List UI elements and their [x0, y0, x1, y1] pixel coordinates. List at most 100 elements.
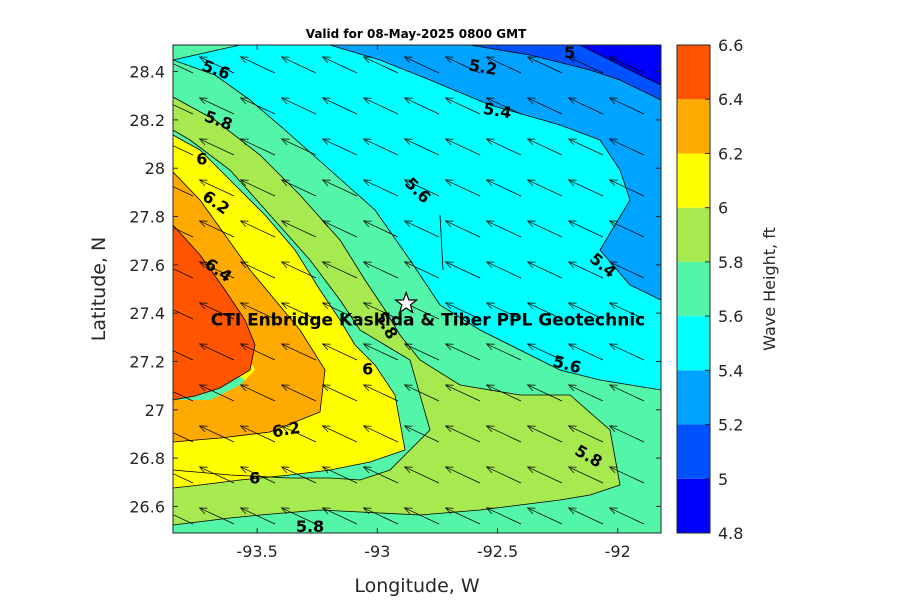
- y-tick-label: 27: [145, 401, 165, 420]
- y-tick-label: 27.8: [129, 208, 165, 227]
- direction-arrow: [485, 97, 522, 115]
- direction-arrow: [608, 179, 645, 197]
- direction-arrow: [280, 179, 317, 197]
- direction-arrow: [321, 425, 358, 443]
- band-6.0-6.2: [173, 135, 405, 488]
- contour-label: 5.4: [482, 99, 513, 123]
- direction-arrow: [280, 343, 317, 361]
- contour-label: 5.2: [467, 55, 498, 79]
- direction-arrow: [567, 302, 604, 320]
- contour-label: 5: [564, 43, 575, 62]
- direction-arrow: [608, 56, 645, 74]
- direction-arrow: [403, 384, 440, 402]
- direction-arrow: [198, 138, 235, 156]
- direction-arrow: [567, 466, 604, 484]
- colorbar-tick-label: 5.4: [718, 361, 743, 380]
- direction-arrow: [362, 302, 399, 320]
- direction-arrow: [198, 302, 235, 320]
- direction-arrow: [280, 97, 317, 115]
- x-tick-label: -92: [605, 542, 631, 561]
- direction-arrow: [321, 466, 358, 484]
- direction-arrow: [173, 186, 194, 197]
- colorbar-tick-label: 6: [718, 199, 728, 218]
- colorbar-swatch: [677, 153, 710, 208]
- y-tick-label: 27.6: [129, 256, 165, 275]
- direction-arrow: [485, 302, 522, 320]
- band-5.8-6.0: [173, 97, 620, 525]
- direction-arrow: [280, 302, 317, 320]
- band-5.4-5.6: [173, 45, 661, 390]
- direction-arrow: [173, 268, 194, 279]
- direction-arrow: [173, 473, 194, 484]
- direction-arrow: [173, 104, 194, 115]
- direction-arrow: [321, 220, 358, 238]
- direction-arrow: [403, 507, 440, 525]
- direction-arrow: [567, 507, 604, 525]
- direction-arrow: [362, 179, 399, 197]
- y-tick-label: 27.4: [129, 304, 165, 323]
- direction-arrow: [403, 425, 440, 443]
- direction-arrow: [403, 466, 440, 484]
- direction-arrow: [403, 220, 440, 238]
- colorbar-tick-label: 6.6: [718, 36, 743, 55]
- direction-arrow: [526, 507, 563, 525]
- direction-arrow: [362, 384, 399, 402]
- x-tick-label: -93.5: [236, 542, 277, 561]
- direction-arrow: [526, 261, 563, 279]
- direction-arrow: [567, 138, 604, 156]
- direction-arrow: [403, 97, 440, 115]
- direction-arrow: [526, 179, 563, 197]
- direction-arrow: [485, 466, 522, 484]
- direction-arrow: [608, 425, 645, 443]
- direction-arrow: [608, 466, 645, 484]
- direction-arrow: [567, 425, 604, 443]
- direction-arrow: [198, 56, 235, 74]
- direction-arrow: [403, 138, 440, 156]
- colorbar-tick-label: 6.2: [718, 144, 743, 163]
- direction-arrow: [239, 97, 276, 115]
- direction-arrow: [567, 261, 604, 279]
- direction-arrow: [239, 384, 276, 402]
- direction-arrow: [198, 384, 235, 402]
- site-marker: CTI Enbridge Kaskida & Tiber PPL Geotech…: [211, 290, 646, 331]
- direction-arrow: [362, 220, 399, 238]
- colorbar-swatch: [677, 99, 710, 154]
- colorbar-tick-label: 5.6: [718, 307, 743, 326]
- direction-arrow: [239, 56, 276, 74]
- direction-arrow: [444, 343, 481, 361]
- site-label: CTI Enbridge Kaskida & Tiber PPL Geotech…: [211, 311, 646, 331]
- direction-arrow: [280, 220, 317, 238]
- y-axis-label: Latitude, N: [88, 237, 110, 342]
- contour-label: 6: [196, 150, 207, 169]
- direction-arrow: [526, 97, 563, 115]
- direction-arrow: [321, 384, 358, 402]
- chart-title: Valid for 08-May-2025 0800 GMT: [306, 27, 527, 41]
- direction-arrow: [567, 384, 604, 402]
- direction-arrow: [321, 56, 358, 74]
- direction-arrow: [362, 343, 399, 361]
- colorbar-tick-label: 6.4: [718, 90, 743, 109]
- direction-arrow: [362, 56, 399, 74]
- y-tick-label: 28.2: [129, 111, 165, 130]
- direction-arrow: [444, 425, 481, 443]
- plot-frame: [172, 44, 662, 534]
- direction-arrow: [444, 507, 481, 525]
- direction-arrow: [608, 302, 645, 320]
- direction-arrow: [239, 138, 276, 156]
- contour-lines: [173, 45, 661, 526]
- direction-arrow: [485, 343, 522, 361]
- direction-arrow: [362, 466, 399, 484]
- direction-arrow: [485, 138, 522, 156]
- direction-arrow: [280, 261, 317, 279]
- direction-arrow: [321, 302, 358, 320]
- direction-arrow: [198, 507, 235, 525]
- direction-arrow: [526, 138, 563, 156]
- direction-arrow: [526, 220, 563, 238]
- direction-arrow: [608, 97, 645, 115]
- direction-arrow: [280, 384, 317, 402]
- direction-arrow: [403, 343, 440, 361]
- direction-arrow: [239, 261, 276, 279]
- direction-arrow: [403, 56, 440, 74]
- direction-arrow: [280, 56, 317, 74]
- direction-arrow: [526, 302, 563, 320]
